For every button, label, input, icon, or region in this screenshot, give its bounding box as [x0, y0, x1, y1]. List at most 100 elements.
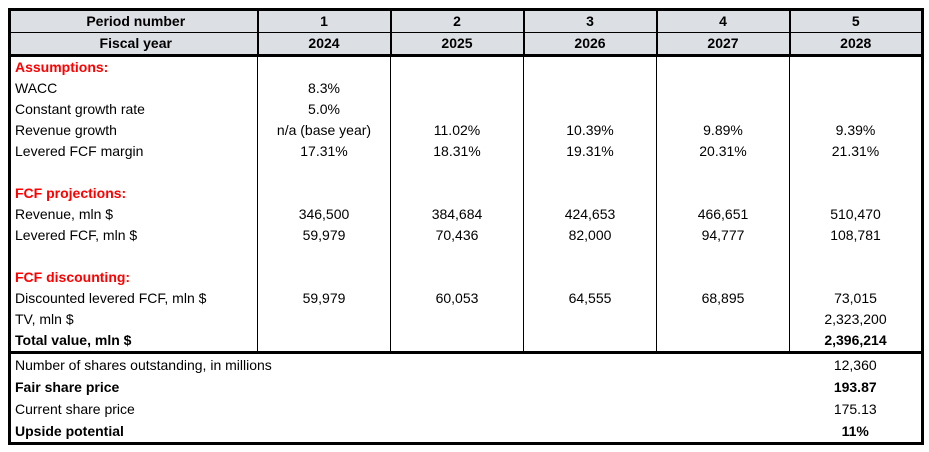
- cell-wacc-p5: [789, 78, 923, 99]
- period-4-header: 4: [655, 9, 790, 33]
- cell-levered-fcf-margin-p4: 20.31%: [656, 141, 790, 162]
- cell-discounted-levered-fcf-mln-p3: 64,555: [523, 288, 657, 309]
- period-1-header: 1: [256, 9, 391, 33]
- cell-revenue-growth-p1: n/a (base year): [257, 120, 391, 141]
- cell-levered-fcf-mln-p4: 94,777: [656, 225, 790, 246]
- row-label-levered-fcf-margin: Levered FCF margin: [15, 143, 144, 159]
- section-row-fcf-discounting: FCF discounting:: [10, 267, 923, 288]
- section-cell-2: [390, 267, 524, 288]
- cell-revenue-mln-p1: 346,500: [257, 204, 391, 225]
- summary-label-number-of-shares-outstanding-in-millions: Number of shares outstanding, in million…: [9, 351, 790, 376]
- summary-row-current-share-price: Current share price 175.13: [10, 398, 923, 420]
- row-wacc: WACC 8.3%: [10, 78, 923, 99]
- cell-constant-growth-rate-p3: [523, 99, 657, 120]
- cell-total-value-mln-p4: [656, 330, 790, 353]
- spacer-cell-1: [257, 162, 391, 183]
- row-label-revenue-growth: Revenue growth: [15, 122, 117, 138]
- cell-revenue-growth-p4: 9.89%: [656, 120, 790, 141]
- section-cell-1: [257, 55, 391, 78]
- spacer-label: [10, 162, 258, 183]
- cell-tv-mln-p3: [523, 309, 657, 330]
- spacer-cell-5: [789, 246, 923, 267]
- row-label-constant-growth-rate: Constant growth rate: [15, 101, 145, 117]
- cell-levered-fcf-mln-p5: 108,781: [789, 225, 923, 246]
- spacer-cell-4: [656, 162, 790, 183]
- row-revenue-mln: Revenue, mln $ 346,500 384,684 424,653 466,6…: [10, 204, 923, 225]
- spacer-row: [10, 246, 923, 267]
- table-body: Assumptions: WACC 8.3% Constant growth rate…: [10, 55, 923, 353]
- cell-levered-fcf-margin-p3: 19.31%: [523, 141, 657, 162]
- cell-levered-fcf-margin-p5: 21.31%: [789, 141, 923, 162]
- year-2026-header: 2026: [522, 32, 657, 57]
- table-summary: Number of shares outstanding, in million…: [9, 351, 923, 444]
- row-levered-fcf-margin: Levered FCF margin 17.31% 18.31% 19.31% 20.3…: [10, 141, 923, 162]
- summary-value-number-of-shares-outstanding-in-millions: 12,360: [789, 351, 923, 376]
- cell-tv-mln-p2: [390, 309, 524, 330]
- row-discounted-levered-fcf-mln: Discounted levered FCF, mln $ 59,979 60,05…: [10, 288, 923, 309]
- cell-revenue-mln-p3: 424,653: [523, 204, 657, 225]
- section-title-assumptions: Assumptions:: [15, 59, 109, 75]
- cell-total-value-mln-p1: [257, 330, 391, 353]
- section-cell-3: [523, 183, 657, 204]
- cell-constant-growth-rate-p4: [656, 99, 790, 120]
- section-cell-3: [523, 267, 657, 288]
- section-row-fcf-projections: FCF projections:: [10, 183, 923, 204]
- row-total-value-mln: Total value, mln $ 2,396,214: [10, 330, 923, 353]
- year-2027-header: 2027: [655, 32, 790, 57]
- summary-value-fair-share-price: 193.87: [833, 379, 877, 395]
- cell-wacc-p2: [390, 78, 524, 99]
- row-levered-fcf-mln: Levered FCF, mln $ 59,979 70,436 82,000 94,7…: [10, 225, 923, 246]
- cell-tv-mln-p5: 2,323,200: [789, 309, 923, 330]
- cell-tv-mln-p4: [656, 309, 790, 330]
- row-label-wacc: WACC: [15, 80, 58, 96]
- section-cell-5: [789, 55, 923, 78]
- row-label-discounted-levered-fcf-mln: Discounted levered FCF, mln $: [15, 290, 207, 306]
- year-2024-header: 2024: [256, 32, 391, 57]
- row-label-levered-fcf-mln: Levered FCF, mln $: [15, 227, 138, 243]
- cell-discounted-levered-fcf-mln-p5: 73,015: [789, 288, 923, 309]
- cell-wacc-p1: 8.3%: [257, 78, 391, 99]
- cell-total-value-mln-p3: [523, 330, 657, 353]
- cell-revenue-growth-p2: 11.02%: [390, 120, 524, 141]
- cell-revenue-mln-p5: 510,470: [789, 204, 923, 225]
- section-cell-4: [656, 267, 790, 288]
- row-label-tv-mln: TV, mln $: [15, 311, 74, 327]
- period-2-header: 2: [389, 9, 524, 33]
- period-number-row: Period number 1 2 3 4 5: [9, 9, 923, 33]
- section-title-fcf-discounting: FCF discounting:: [15, 269, 131, 285]
- section-cell-5: [789, 183, 923, 204]
- cell-revenue-mln-p2: 384,684: [390, 204, 524, 225]
- fiscal-year-row: Fiscal year 2024 2025 2026 2027 2028: [9, 32, 923, 57]
- spacer-cell-3: [523, 246, 657, 267]
- cell-levered-fcf-mln-p1: 59,979: [257, 225, 391, 246]
- spacer-cell-5: [789, 162, 923, 183]
- cell-tv-mln-p1: [257, 309, 391, 330]
- summary-value-upside-potential: 11%: [841, 423, 869, 439]
- section-title-fcf-projections: FCF projections:: [15, 185, 127, 201]
- year-2025-header: 2025: [389, 32, 524, 57]
- fiscal-year-label: Fiscal year: [9, 32, 258, 57]
- year-2028-header: 2028: [788, 32, 923, 57]
- section-cell-2: [390, 183, 524, 204]
- cell-revenue-mln-p4: 466,651: [656, 204, 790, 225]
- section-cell-1: [257, 183, 391, 204]
- spacer-row: [10, 162, 923, 183]
- section-cell-4: [656, 55, 790, 78]
- table-header: Period number 1 2 3 4 5 Fiscal year 2024…: [9, 9, 923, 57]
- cell-discounted-levered-fcf-mln-p4: 68,895: [656, 288, 790, 309]
- summary-row-fair-share-price: Fair share price 193.87: [10, 376, 923, 398]
- section-cell-1: [257, 267, 391, 288]
- spacer-cell-3: [523, 162, 657, 183]
- section-cell-2: [390, 55, 524, 78]
- period-3-header: 3: [522, 9, 657, 33]
- spacer-cell-2: [390, 246, 524, 267]
- cell-levered-fcf-mln-p2: 70,436: [390, 225, 524, 246]
- spacer-label: [10, 246, 258, 267]
- spacer-cell-1: [257, 246, 391, 267]
- cell-wacc-p3: [523, 78, 657, 99]
- row-label-total-value-mln: Total value, mln $: [15, 332, 132, 348]
- period-number-label: Period number: [9, 9, 258, 33]
- cell-discounted-levered-fcf-mln-p1: 59,979: [257, 288, 391, 309]
- dcf-valuation-table: Period number 1 2 3 4 5 Fiscal year 2024…: [8, 8, 924, 445]
- section-row-assumptions: Assumptions:: [10, 55, 923, 78]
